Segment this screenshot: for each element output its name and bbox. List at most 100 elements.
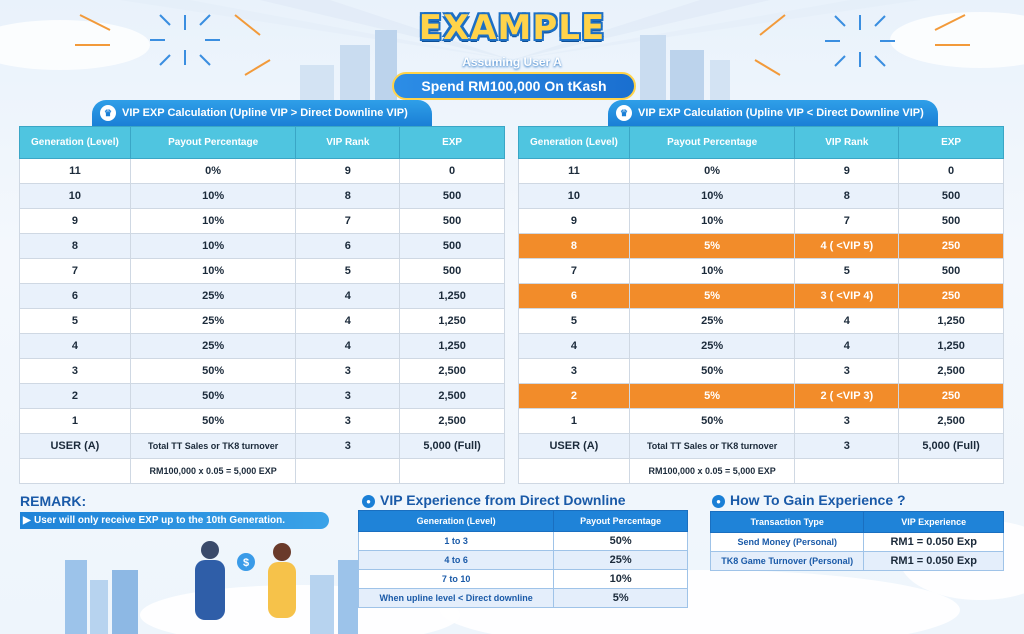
cell-payout: 50% [553, 531, 688, 551]
gain-experience-title: ● How To Gain Experience ? [712, 492, 906, 508]
cell-rank: 9 [794, 158, 900, 184]
cell-payout: 5% [628, 233, 796, 259]
cell-payout: 25% [129, 333, 297, 359]
remark-title: REMARK: [20, 493, 87, 509]
table-row: USER (A) Total TT Sales or TK8 turnover 3 5… [19, 433, 505, 459]
cell-payout: 25% [129, 283, 297, 309]
cell-gen: 3 [19, 358, 131, 384]
cell-exp: 0 [399, 158, 505, 184]
cell-gen: 1 [518, 408, 630, 434]
cell-payout: 0% [129, 158, 297, 184]
cell-gen: 2 [19, 383, 131, 409]
subtitle-banner: Spend RM100,000 On tKash [392, 72, 636, 100]
vip-badge-icon: ♛ [616, 105, 632, 121]
table-row: 10 10% 8 500 [518, 183, 1004, 209]
cell-gen: 11 [518, 158, 630, 184]
table-row: 1 to 3 50% [357, 531, 688, 551]
cell-exp: RM1 = 0.050 Exp [863, 551, 1004, 571]
cell-rank: 7 [794, 208, 900, 234]
cell-rank: 6 [295, 233, 401, 259]
cell-rank: 2 ( <VIP 3) [794, 383, 900, 409]
table-row: 3 50% 3 2,500 [518, 358, 1004, 384]
table-row: 1 50% 3 2,500 [518, 408, 1004, 434]
table-row: 11 0% 9 0 [19, 158, 505, 184]
cell-exp: 2,500 [399, 358, 505, 384]
cell-payout: 10% [129, 258, 297, 284]
gain-experience-table: Transaction Type VIP Experience Send Mon… [709, 511, 1004, 571]
cell-payout: 25% [628, 333, 796, 359]
cell-exp: 500 [399, 183, 505, 209]
cell-gen: USER (A) [518, 433, 630, 459]
cell-exp: 250 [898, 233, 1004, 259]
cell-gen: 7 [518, 258, 630, 284]
cell-exp: 500 [399, 258, 505, 284]
cell-exp: 2,500 [399, 383, 505, 409]
cell-gen [19, 458, 131, 484]
cell-exp [898, 458, 1004, 484]
table-row: 7 10% 5 500 [518, 258, 1004, 284]
cell-gen [518, 458, 630, 484]
table-row: 2 50% 3 2,500 [19, 383, 505, 409]
cell-gen: When upline level < Direct downline [357, 588, 555, 608]
cell-payout: 50% [129, 408, 297, 434]
table-row: 2 5% 2 ( <VIP 3) 250 [518, 383, 1004, 409]
cell-gen: 7 [19, 258, 131, 284]
col-header-generation: Generation (Level) [518, 126, 630, 159]
right-table-tab: ♛ VIP EXP Calculation (Upline VIP < Dire… [608, 100, 938, 126]
cell-gen: 5 [19, 308, 131, 334]
cell-gen: 4 to 6 [357, 550, 555, 570]
cell-rank: 3 [794, 408, 900, 434]
table-row: 7 10% 5 500 [19, 258, 505, 284]
table-row: USER (A) Total TT Sales or TK8 turnover 3 5… [518, 433, 1004, 459]
cell-rank: 3 ( <VIP 4) [794, 283, 900, 309]
cell-type: Send Money (Personal) [709, 532, 865, 552]
cell-rank: 7 [295, 208, 401, 234]
remark-text: User will only receive EXP up to the 10t… [34, 515, 286, 526]
cell-exp: 500 [898, 258, 1004, 284]
cell-rank: 3 [295, 383, 401, 409]
col-header-rank: VIP Rank [295, 126, 401, 159]
left-table-tab-label: VIP EXP Calculation (Upline VIP > Direct… [122, 107, 408, 119]
bullet-icon: ● [712, 495, 725, 508]
cell-payout: 10% [628, 258, 796, 284]
cell-rank: 4 [295, 333, 401, 359]
table-row: 4 25% 4 1,250 [518, 333, 1004, 359]
right-table-tab-label: VIP EXP Calculation (Upline VIP < Direct… [638, 107, 924, 119]
cell-payout: 50% [628, 408, 796, 434]
col-header-payout: Payout Percentage [129, 126, 297, 159]
cell-rank: 4 [295, 308, 401, 334]
bullet-icon: ● [362, 495, 375, 508]
cell-payout: 10% [628, 208, 796, 234]
cell-exp: 5,000 (Full) [898, 433, 1004, 459]
cell-exp: 250 [898, 283, 1004, 309]
cell-exp: 1,250 [898, 333, 1004, 359]
cell-rank: 3 [295, 358, 401, 384]
table-row: 3 50% 3 2,500 [19, 358, 505, 384]
col-header-generation: Generation (Level) [357, 510, 555, 532]
cell-exp: 500 [399, 208, 505, 234]
cell-gen: 5 [518, 308, 630, 334]
cell-payout: 25% [129, 308, 297, 334]
col-header-vip-experience: VIP Experience [863, 511, 1004, 533]
cell-payout: 5% [628, 383, 796, 409]
cell-exp: 2,500 [399, 408, 505, 434]
cell-rank: 5 [794, 258, 900, 284]
table-row: 7 to 10 10% [357, 569, 688, 589]
col-header-rank: VIP Rank [794, 126, 900, 159]
table-row: 8 10% 6 500 [19, 233, 505, 259]
direct-downline-table: Generation (Level) Payout Percentage 1 t… [357, 510, 688, 608]
table-row: 8 5% 4 ( <VIP 5) 250 [518, 233, 1004, 259]
cell-payout: Total TT Sales or TK8 turnover [628, 433, 796, 459]
right-vip-exp-table: Generation (Level) Payout Percentage VIP… [518, 126, 1004, 484]
table-row: 6 25% 4 1,250 [19, 283, 505, 309]
cell-exp: RM1 = 0.050 Exp [863, 532, 1004, 552]
cell-payout: 50% [129, 383, 297, 409]
table-row: RM100,000 x 0.05 = 5,000 EXP [518, 458, 1004, 484]
cell-gen: 4 [518, 333, 630, 359]
vip-badge-icon: ♛ [100, 105, 116, 121]
cell-rank: 4 [794, 333, 900, 359]
left-vip-exp-table: Generation (Level) Payout Percentage VIP… [19, 126, 505, 484]
col-header-payout: Payout Percentage [628, 126, 796, 159]
svg-text:$: $ [243, 557, 249, 569]
table-row: 9 10% 7 500 [518, 208, 1004, 234]
